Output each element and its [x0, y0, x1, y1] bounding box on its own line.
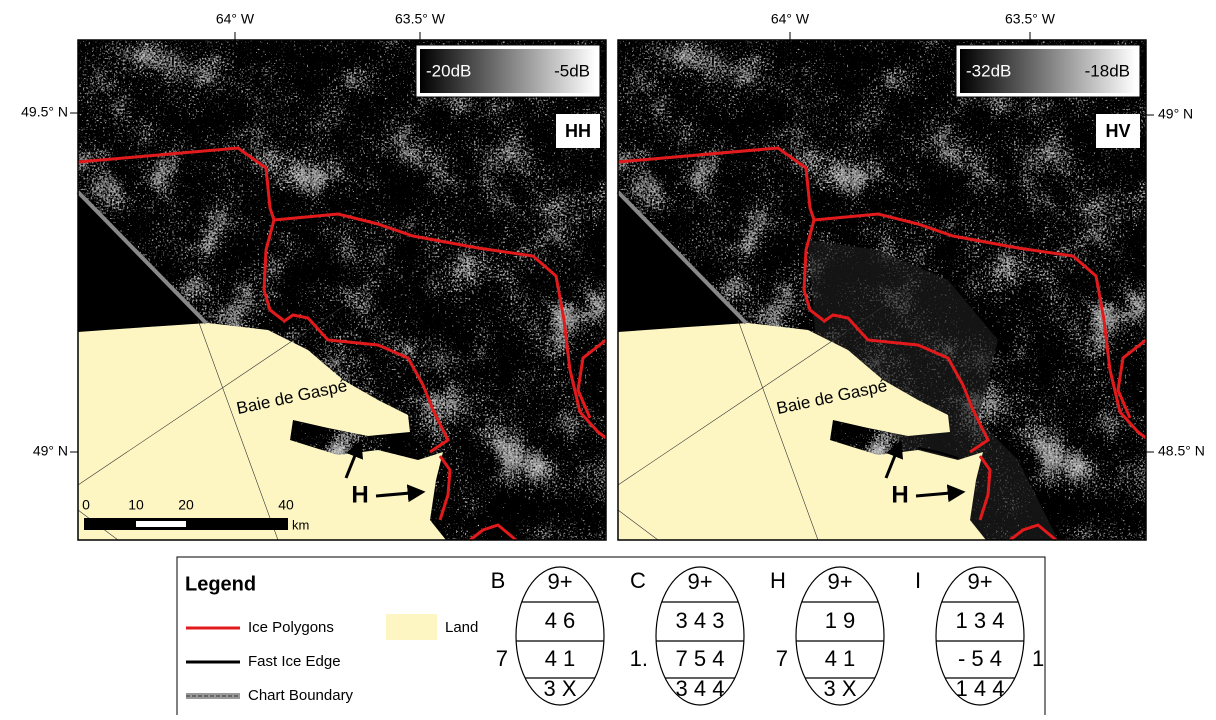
lat-label: 48.5° N	[1158, 443, 1205, 459]
lat-label: 49.5° N	[21, 104, 68, 120]
region-label: B	[929, 175, 946, 202]
egg-row: 9+	[547, 569, 572, 594]
colorbar-max: -18dB	[1085, 61, 1130, 80]
lon-label: 64° W	[216, 11, 255, 27]
legend-symbol	[386, 614, 437, 640]
region-label: H	[891, 481, 908, 508]
colorbar-min: -20dB	[426, 61, 471, 80]
egg-label: I	[915, 568, 921, 593]
region-label: C	[489, 363, 506, 390]
scale-bar-label: 10	[128, 497, 144, 513]
scale-bar-label: 40	[278, 497, 294, 513]
egg-row: 9+	[967, 569, 992, 594]
egg-row: 9+	[687, 569, 712, 594]
region-label: H	[351, 481, 368, 508]
egg-label: C	[630, 568, 646, 593]
region-label: I	[773, 170, 780, 197]
lon-label: 63.5° W	[1005, 11, 1056, 27]
egg-row: 3 X	[823, 676, 856, 701]
scale-bar-unit: km	[292, 517, 309, 532]
egg-row: 3 4 3	[676, 608, 725, 633]
egg-row: 4 1	[545, 646, 576, 671]
egg-row: 1 9	[825, 608, 856, 633]
lat-label: 49° N	[33, 443, 68, 459]
egg-side: 1	[1032, 646, 1044, 671]
scale-bar-label: 20	[178, 497, 194, 513]
region-label: B	[389, 175, 406, 202]
legend-title: Legend	[185, 573, 256, 595]
colorbar-min: -32dB	[966, 61, 1011, 80]
egg-row: - 5 4	[958, 646, 1002, 671]
region-label: C	[1029, 363, 1046, 390]
scale-bar-label: 0	[82, 497, 90, 513]
egg-row: 3 4 4	[676, 676, 725, 701]
egg-row: 9+	[827, 569, 852, 594]
legend-label: Chart Boundary	[248, 687, 354, 704]
egg-row: 4 1	[825, 646, 856, 671]
lon-label: 64° W	[771, 11, 810, 27]
egg-side: 1.	[630, 646, 648, 671]
lat-label: 49° N	[1158, 106, 1193, 122]
egg-row: 4 6	[545, 608, 576, 633]
lon-label: 63.5° W	[395, 11, 446, 27]
legend-label: Land	[445, 619, 478, 636]
legend-label: Ice Polygons	[248, 619, 334, 636]
egg-row: 1 3 4	[956, 608, 1005, 633]
polarization: HV	[1105, 121, 1130, 141]
egg-side: 7	[776, 646, 788, 671]
figure: -20dB-5dBHHIBCHBaie de Gaspé0102040km64°…	[0, 0, 1216, 715]
region-label: I	[233, 170, 240, 197]
egg-label: B	[491, 568, 506, 593]
egg-label: H	[770, 568, 786, 593]
legend-label: Fast Ice Edge	[248, 653, 341, 670]
egg-row: 1 4 4	[956, 676, 1005, 701]
scale-bar-segment	[136, 521, 186, 527]
egg-side: 7	[496, 646, 508, 671]
egg-row: 7 5 4	[676, 646, 725, 671]
colorbar-max: -5dB	[554, 61, 590, 80]
egg-row: 3 X	[543, 676, 576, 701]
polarization: HH	[565, 121, 591, 141]
